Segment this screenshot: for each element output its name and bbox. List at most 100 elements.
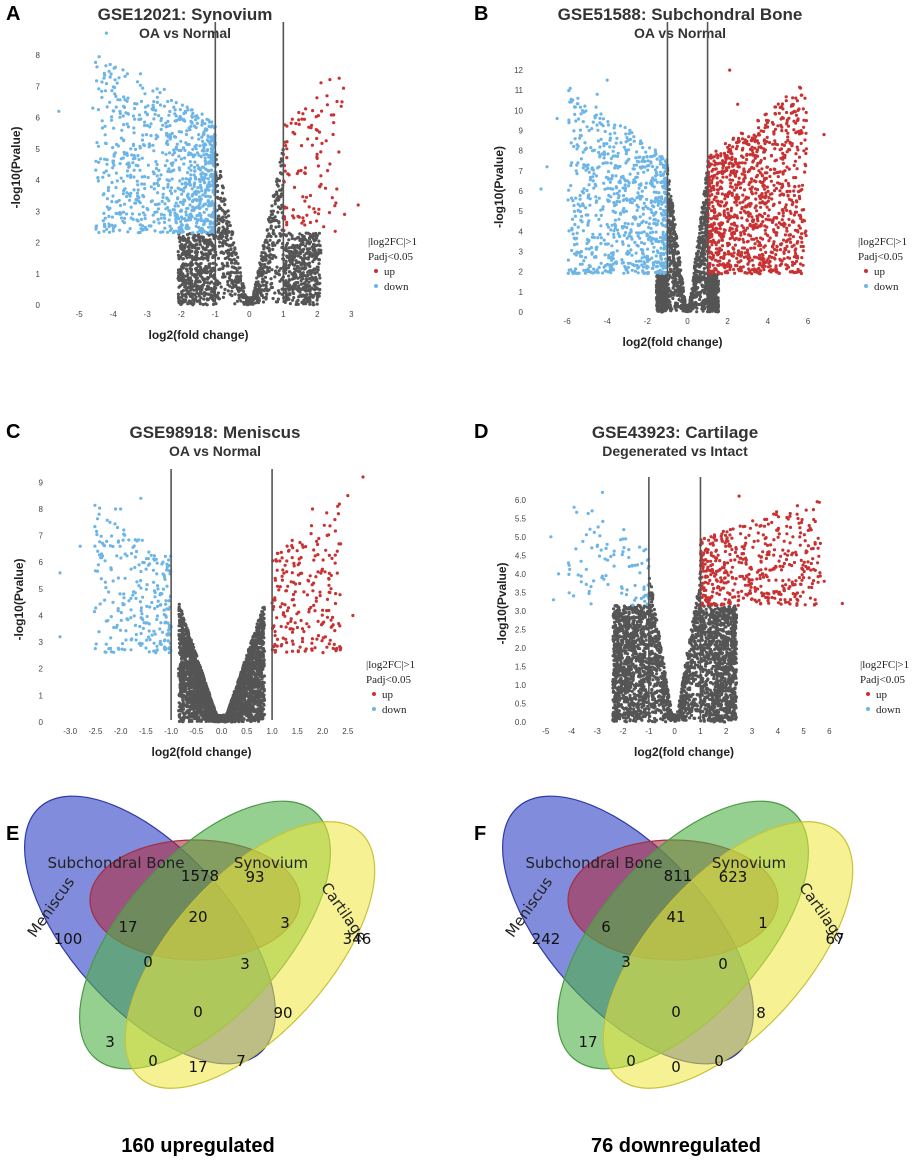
down-point [625, 159, 629, 163]
down-point [578, 210, 583, 214]
down-point [662, 264, 666, 268]
ns-point [217, 176, 221, 180]
down-point [177, 166, 181, 170]
down-point [195, 221, 199, 225]
ns-point [193, 292, 197, 296]
down-point [184, 213, 188, 217]
down-point [202, 222, 206, 227]
ns-point [199, 261, 203, 266]
ns-point [291, 298, 295, 302]
ns-point [688, 303, 692, 307]
down-point [94, 225, 98, 229]
ns-point [300, 233, 304, 237]
up-point [305, 213, 309, 217]
down-point [575, 242, 579, 246]
down-point [204, 194, 208, 198]
down-point [626, 261, 631, 265]
down-point [594, 105, 598, 109]
ns-point [676, 272, 680, 276]
ns-point [674, 233, 678, 237]
down-point [634, 216, 638, 220]
ns-point [181, 265, 185, 269]
down-point [208, 195, 212, 199]
ns-point [220, 199, 224, 203]
up-point [330, 196, 334, 200]
down-point [154, 108, 158, 112]
ns-point [670, 201, 674, 205]
down-point [597, 265, 601, 269]
down-point [581, 150, 585, 154]
ns-point [674, 266, 678, 270]
down-point [642, 230, 646, 234]
down-point [570, 217, 575, 221]
down-point [200, 119, 205, 123]
ns-point [317, 282, 321, 286]
down-point [187, 180, 191, 184]
up-point [315, 152, 319, 156]
down-point [185, 129, 189, 133]
ns-point [191, 257, 195, 262]
y-tick-label: 8 [36, 51, 41, 60]
up-point [718, 227, 722, 231]
down-point [640, 256, 644, 260]
ns-point [221, 241, 225, 245]
ns-point [292, 251, 296, 255]
down-point [108, 100, 112, 104]
down-point [196, 151, 200, 155]
ns-point [714, 281, 718, 286]
ns-point [261, 277, 265, 281]
ns-point [286, 280, 290, 284]
ns-point [179, 269, 183, 273]
down-point [659, 162, 663, 166]
down-point [199, 219, 203, 223]
ns-point [692, 301, 696, 305]
down-point [191, 231, 195, 235]
ns-point [696, 256, 700, 261]
down-point [627, 181, 631, 185]
ns-point [678, 263, 682, 267]
ns-point [317, 291, 321, 295]
down-point [567, 188, 571, 192]
legend-down-marker [374, 284, 378, 288]
ns-point [312, 303, 316, 307]
down-point [176, 186, 180, 190]
down-point [584, 268, 588, 272]
ns-point [714, 302, 718, 306]
down-point [188, 203, 192, 207]
ns-point [218, 173, 222, 177]
ns-point [311, 268, 315, 273]
ns-point [293, 271, 297, 276]
down-point [129, 205, 133, 209]
down-point [599, 241, 603, 246]
down-point [154, 160, 158, 164]
ns-point [670, 204, 674, 208]
down-point [95, 79, 99, 83]
down-point [618, 181, 622, 185]
down-point [119, 136, 123, 140]
down-point [152, 182, 156, 186]
ns-point [226, 264, 230, 268]
down-point [115, 81, 119, 85]
ns-point [711, 280, 715, 284]
up-point [315, 96, 319, 100]
up-point [719, 255, 723, 260]
ns-point [218, 197, 222, 201]
ns-point [194, 243, 198, 247]
ns-point [274, 225, 278, 229]
down-point [573, 112, 577, 116]
y-tick-label: 3 [519, 248, 524, 257]
down-point [576, 102, 580, 106]
down-point [202, 210, 206, 214]
ns-point [262, 247, 266, 251]
ns-point [298, 252, 302, 256]
down-point [642, 242, 647, 246]
ns-point [198, 274, 202, 278]
down-point [575, 163, 579, 167]
down-point [171, 208, 175, 212]
up-point [341, 86, 346, 90]
down-point [206, 135, 210, 139]
up-point [313, 210, 317, 214]
up-point [323, 186, 328, 190]
down-point [622, 233, 626, 237]
